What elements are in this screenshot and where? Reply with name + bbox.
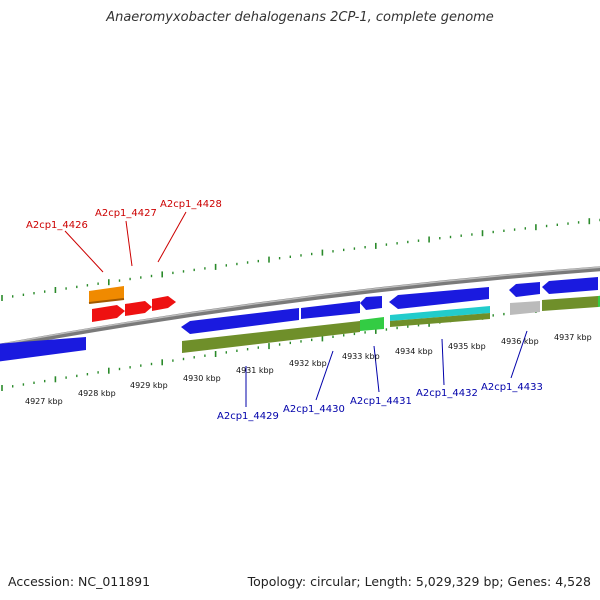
gene-label[interactable]: A2cp1_4428 [160, 199, 222, 210]
outer-tick-ring [1, 218, 600, 301]
genome-backbone-highlight [0, 266, 600, 346]
scale-label: 4929 kbp [130, 381, 168, 390]
olive-feature-band[interactable] [390, 313, 490, 327]
cds-blue-feature[interactable] [542, 277, 598, 294]
cds-blue-feature[interactable] [360, 296, 382, 310]
cds-red-feature[interactable] [92, 305, 125, 322]
scale-label: 4927 kbp [25, 397, 63, 406]
cds-red-feature[interactable] [125, 301, 152, 316]
reverse-gene-labels: A2cp1_4429 A2cp1_4430 A2cp1_4431 A2cp1_4… [217, 382, 543, 422]
cds-red-feature[interactable] [152, 296, 176, 311]
scale-labels: 4927 kbp 4928 kbp 4929 kbp 4930 kbp 4931… [25, 333, 592, 406]
green-feature-band[interactable] [360, 317, 384, 331]
gene-label[interactable]: A2cp1_4432 [416, 388, 478, 399]
olive-feature-band[interactable] [182, 321, 360, 353]
genome-summary-text: Topology: circular; Length: 5,029,329 bp… [247, 574, 591, 589]
accession-text: Accession: NC_011891 [8, 574, 151, 589]
cyan-feature-band[interactable] [390, 306, 490, 321]
forward-gene-labels: A2cp1_4426 A2cp1_4427 A2cp1_4428 [26, 199, 222, 231]
cds-orange-feature-edge [88, 298, 125, 304]
cds-blue-feature[interactable] [509, 282, 540, 297]
grey-feature-band[interactable] [510, 301, 540, 315]
scale-label: 4936 kbp [501, 337, 539, 346]
reverse-strand-features [0, 277, 600, 362]
cds-orange-feature[interactable] [89, 286, 124, 303]
genome-backbone [0, 266, 600, 349]
cds-blue-feature[interactable] [181, 308, 299, 334]
scale-label: 4932 kbp [289, 359, 327, 368]
map-title: Anaeromyxobacter dehalogenans 2CP-1, com… [106, 10, 494, 25]
forward-strand-features [88, 286, 176, 322]
cds-blue-feature[interactable] [301, 301, 360, 319]
gene-label[interactable]: A2cp1_4426 [26, 220, 88, 231]
gene-label[interactable]: A2cp1_4429 [217, 411, 279, 422]
scale-label: 4933 kbp [342, 352, 380, 361]
scale-label: 4937 kbp [554, 333, 592, 342]
gene-label[interactable]: A2cp1_4427 [95, 208, 157, 219]
gene-label[interactable]: A2cp1_4430 [283, 404, 345, 415]
scale-label: 4928 kbp [78, 389, 116, 398]
scale-label: 4935 kbp [448, 342, 486, 351]
scale-label: 4930 kbp [183, 374, 221, 383]
callout-lines [64, 211, 528, 407]
gene-label[interactable]: A2cp1_4431 [350, 396, 412, 407]
scale-label: 4934 kbp [395, 347, 433, 356]
cds-blue-feature[interactable] [389, 287, 489, 309]
gene-label[interactable]: A2cp1_4433 [481, 382, 543, 393]
cds-blue-feature[interactable] [0, 337, 86, 362]
scale-label: 4931 kbp [236, 366, 274, 375]
olive-feature-band[interactable] [542, 296, 598, 311]
